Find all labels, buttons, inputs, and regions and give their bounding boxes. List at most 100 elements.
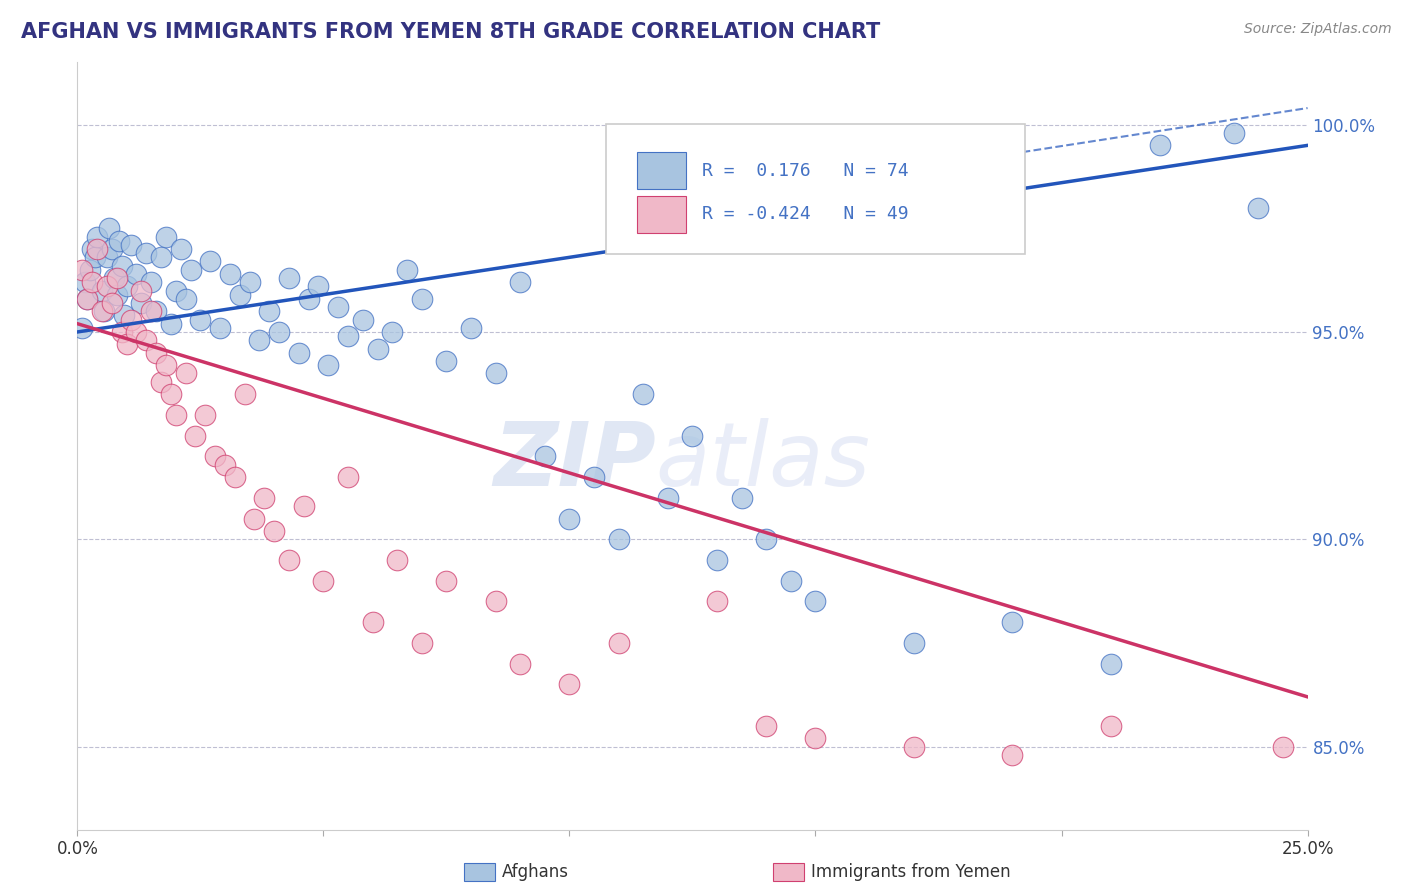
Point: [233, 387, 256, 401]
Point: [200, 254, 222, 268]
Point: [90, 304, 114, 318]
Point: [706, 594, 728, 608]
Point: [253, 491, 276, 505]
Point: [160, 387, 183, 401]
Point: [292, 499, 315, 513]
Point: [135, 333, 157, 347]
Point: [436, 574, 458, 588]
Point: [228, 287, 252, 301]
Point: [101, 296, 124, 310]
Point: [73, 275, 96, 289]
Point: [509, 275, 531, 289]
Point: [337, 470, 360, 484]
Point: [76, 292, 98, 306]
Point: [135, 246, 157, 260]
Point: [558, 677, 581, 691]
Text: Immigrants from Yemen: Immigrants from Yemen: [811, 863, 1011, 881]
Point: [93, 304, 115, 318]
Point: [105, 287, 128, 301]
Point: [96, 250, 118, 264]
Point: [780, 574, 803, 588]
Point: [115, 337, 138, 351]
Point: [204, 450, 226, 464]
Point: [165, 284, 187, 298]
Point: [263, 524, 285, 538]
Point: [366, 342, 388, 356]
Point: [298, 292, 321, 306]
Text: R = -0.424   N = 49: R = -0.424 N = 49: [703, 205, 908, 223]
Point: [82, 242, 104, 256]
Point: [436, 354, 458, 368]
Point: [607, 636, 630, 650]
Point: [86, 229, 108, 244]
Point: [121, 312, 143, 326]
Point: [150, 250, 173, 264]
Point: [184, 428, 207, 442]
Point: [70, 321, 93, 335]
Point: [111, 259, 132, 273]
Point: [460, 321, 482, 335]
Point: [86, 242, 108, 256]
Point: [79, 262, 101, 277]
Point: [105, 271, 128, 285]
Point: [755, 533, 778, 547]
Point: [155, 358, 177, 372]
Point: [267, 325, 291, 339]
Point: [534, 450, 557, 464]
Point: [101, 242, 124, 256]
Point: [361, 615, 384, 630]
Point: [98, 221, 121, 235]
Point: [706, 553, 728, 567]
Point: [115, 279, 138, 293]
Point: [1099, 657, 1122, 671]
Point: [731, 491, 754, 505]
Point: [129, 296, 153, 310]
Point: [583, 470, 606, 484]
Point: [1149, 138, 1171, 153]
Point: [121, 238, 143, 252]
Point: [249, 333, 271, 347]
Point: [82, 275, 104, 289]
Point: [243, 511, 266, 525]
Point: [607, 533, 630, 547]
Bar: [637, 153, 686, 189]
Point: [239, 275, 262, 289]
Point: [337, 329, 360, 343]
Point: [804, 594, 827, 608]
Point: [396, 262, 419, 277]
Text: R =  0.176   N = 74: R = 0.176 N = 74: [703, 161, 908, 179]
Point: [411, 636, 433, 650]
Bar: [637, 196, 686, 233]
Point: [111, 325, 132, 339]
Point: [318, 358, 340, 372]
Point: [129, 284, 153, 298]
Point: [633, 387, 655, 401]
Point: [103, 271, 125, 285]
Point: [1001, 747, 1024, 762]
Point: [170, 242, 193, 256]
Point: [558, 511, 581, 525]
Point: [90, 284, 114, 298]
Point: [108, 234, 131, 248]
Point: [70, 262, 93, 277]
Point: [381, 325, 404, 339]
Point: [1223, 126, 1246, 140]
Point: [83, 250, 105, 264]
Point: [214, 458, 236, 472]
Point: [145, 304, 167, 318]
Point: [219, 267, 242, 281]
Point: [804, 731, 827, 746]
Point: [509, 657, 531, 671]
Point: [682, 428, 704, 442]
Point: [288, 345, 311, 359]
Point: [259, 304, 281, 318]
Point: [1272, 739, 1295, 754]
Point: [125, 325, 148, 339]
Point: [194, 408, 217, 422]
Point: [1099, 719, 1122, 733]
Point: [278, 271, 301, 285]
Point: [141, 275, 163, 289]
Point: [174, 292, 197, 306]
Point: [96, 279, 118, 293]
Text: atlas: atlas: [655, 418, 870, 504]
